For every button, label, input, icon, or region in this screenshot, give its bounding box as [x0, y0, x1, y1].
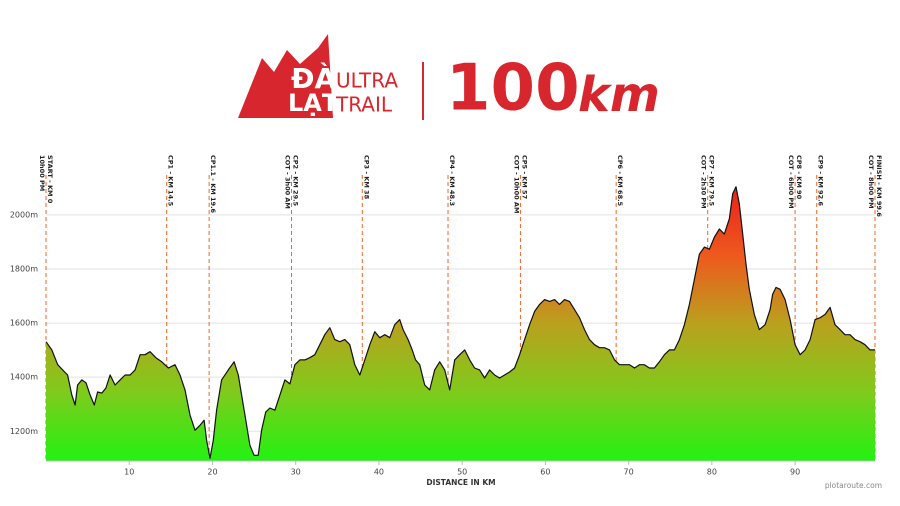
y-tick-label: 1800m	[10, 264, 38, 273]
logo-bottom: LẠT	[288, 89, 339, 117]
y-tick-label: 1600m	[10, 319, 38, 328]
checkpoint-label: CP1.1 - KM 19.6	[209, 155, 217, 214]
x-tick-label: 60	[540, 468, 550, 477]
x-tick-label: 50	[457, 468, 467, 477]
x-tick-label: 10	[124, 468, 134, 477]
x-tick-label: 30	[291, 468, 301, 477]
checkpoint-label: START - KM 0	[46, 155, 54, 204]
unit: km	[578, 67, 660, 123]
checkpoint-label: CP8 - KM 90	[795, 155, 803, 200]
checkpoint-label: CP9 - KM 92.6	[817, 155, 825, 207]
logo-word: ULTRA	[336, 69, 398, 93]
x-tick-label: 70	[624, 468, 634, 477]
checkpoint-label: CP7 - KM 79.5	[708, 155, 716, 207]
logo-word: TRAIL	[335, 93, 393, 117]
checkpoint-label: COT - 3h00 AM	[284, 155, 292, 209]
logo-mountain	[238, 34, 333, 118]
checkpoint-label: CP3 - KM 38	[362, 155, 370, 200]
checkpoint-label: CP6 - KM 68.5	[616, 155, 624, 207]
checkpoint-label: 10h00 PM	[38, 155, 46, 191]
x-tick-label: 40	[374, 468, 384, 477]
credit: plotaroute.com	[825, 481, 882, 490]
y-tick-label: 1200m	[10, 427, 38, 436]
checkpoint-label: CP5 - KM 57	[520, 155, 528, 199]
logo-top: ĐÀ	[291, 61, 336, 95]
x-tick-label: 90	[790, 468, 800, 477]
checkpoint-label: COT - 2h30 PM	[700, 155, 708, 209]
x-tick-label: 80	[707, 468, 717, 477]
elevation-line	[45, 186, 875, 459]
logo: ĐÀ LẠT ULTRA TRAIL 100 km	[238, 34, 660, 126]
checkpoint-label: COT - 10h00 AM	[512, 155, 520, 213]
checkpoint-label: CP2 - KM 29.5	[292, 155, 300, 207]
elevation-area	[46, 186, 875, 462]
checkpoint-label: COT - 6h00 PM	[787, 155, 795, 209]
distance: 100	[446, 52, 580, 126]
y-tick-label: 1400m	[10, 373, 38, 382]
y-tick-label: 2000m	[10, 210, 38, 219]
checkpoint-label: FINISH - KM 99.6	[875, 155, 883, 217]
checkpoint-label: COT - 8h00 PM	[867, 155, 875, 209]
x-tick-label: 20	[207, 468, 217, 477]
checkpoint-label: CP1 - KM 14.5	[167, 155, 175, 207]
x-axis-label: DISTANCE IN KM	[426, 478, 495, 487]
checkpoint-label: CP4 - KM 48.3	[448, 155, 456, 206]
